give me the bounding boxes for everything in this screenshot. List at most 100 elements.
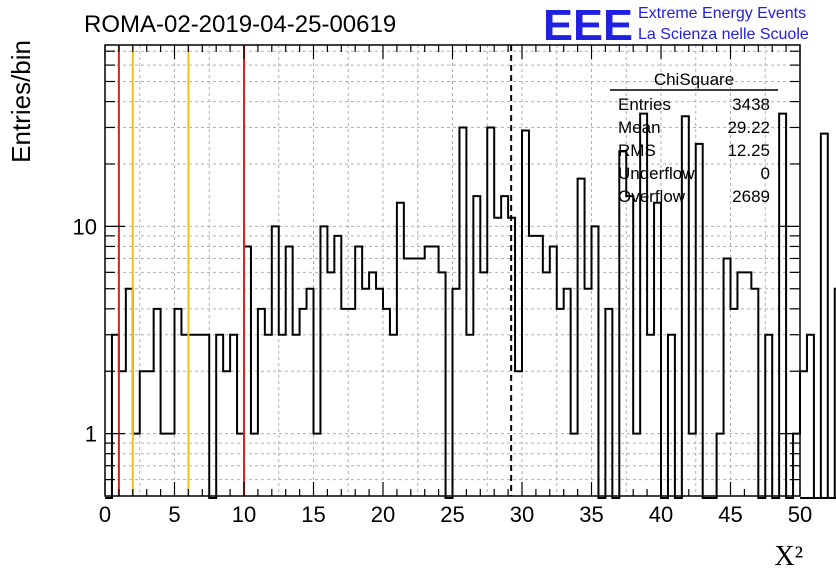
- x-tick-label: 10: [232, 502, 256, 527]
- x-tick-label: 50: [788, 502, 812, 527]
- histogram-bin: [731, 309, 734, 496]
- histogram-bin: [564, 289, 567, 496]
- histogram-bin: [348, 309, 351, 496]
- histogram-bin: [140, 371, 143, 496]
- histogram-bin: [585, 289, 588, 496]
- y-axis-label: Entries/bin: [6, 40, 36, 163]
- histogram-bin: [334, 236, 337, 496]
- y-tick-label: 10: [73, 214, 97, 239]
- x-tick-label: 15: [301, 502, 325, 527]
- stats-label: Overflow: [618, 187, 686, 206]
- chart-title: ROMA-02-2019-04-25-00619: [84, 11, 396, 38]
- histogram-bin: [807, 335, 810, 496]
- x-tick-label: 30: [510, 502, 534, 527]
- histogram-bin: [821, 134, 824, 496]
- histogram-bin: [543, 272, 546, 496]
- histogram-bin: [592, 226, 595, 496]
- histogram-bin: [529, 236, 532, 496]
- histogram-bin: [522, 131, 525, 496]
- histogram-bin: [355, 246, 358, 496]
- histogram-bin: [147, 371, 150, 496]
- histogram-bin: [376, 289, 379, 496]
- histogram-bin: [668, 335, 671, 496]
- histogram-bin: [265, 335, 268, 496]
- stats-value: 29.22: [727, 118, 770, 137]
- x-axis: 0 5 10 15 20 25 30 35 40 45 50: [99, 45, 812, 527]
- histogram-bin: [202, 335, 205, 496]
- histogram-bin: [411, 258, 414, 496]
- histogram-bin: [112, 335, 115, 496]
- histogram-bin: [439, 272, 442, 496]
- x-tick-label: 35: [579, 502, 603, 527]
- histogram-bin: [571, 434, 574, 496]
- stats-label: Entries: [618, 95, 671, 114]
- x-tick-label: 20: [371, 502, 395, 527]
- histogram-bin: [286, 246, 289, 496]
- histogram-bin: [744, 272, 747, 496]
- histogram-bin: [689, 434, 692, 496]
- histogram-bin: [432, 246, 435, 496]
- histogram-bin: [654, 203, 657, 496]
- histogram-bin: [717, 434, 720, 496]
- x-tick-label: 25: [440, 502, 464, 527]
- histogram-bin: [737, 272, 740, 496]
- histogram-bin: [578, 179, 581, 496]
- histogram-bin: [154, 309, 157, 496]
- histogram-bin: [307, 289, 310, 496]
- x-tick-label: 5: [168, 502, 180, 527]
- histogram-bin: [369, 272, 372, 496]
- histogram-bin: [383, 309, 386, 496]
- histogram-bin: [633, 434, 636, 496]
- histogram-bin: [779, 114, 782, 496]
- histogram-bin: [195, 335, 198, 496]
- histogram-bin: [300, 309, 303, 496]
- histogram-bin: [536, 236, 539, 496]
- histogram-bin: [258, 309, 261, 496]
- histogram-bin: [175, 309, 178, 496]
- x-axis-label: X²: [774, 541, 803, 572]
- histogram-bin: [647, 335, 650, 496]
- histogram-bin: [453, 289, 456, 496]
- stats-label: Underflow: [618, 164, 695, 183]
- histogram-bin: [466, 335, 469, 496]
- histogram-bin: [237, 434, 240, 496]
- histogram-bin: [272, 226, 275, 496]
- histogram-bin: [724, 258, 727, 496]
- eee-logo-mark: EEE: [543, 1, 633, 50]
- x-tick-label: 0: [99, 502, 111, 527]
- histogram-bin: [161, 434, 164, 496]
- eee-logo-line1: Extreme Energy Events: [638, 5, 806, 22]
- y-tick-label: 1: [85, 422, 97, 447]
- stats-value: 2689: [732, 187, 770, 206]
- histogram-bin: [230, 335, 233, 496]
- stats-box: ChiSquare Entries 3438 Mean 29.22 RMS 12.25 Un…: [610, 70, 778, 206]
- histogram-bin: [126, 289, 129, 496]
- histogram-bin: [397, 203, 400, 496]
- histogram-bin: [320, 226, 323, 496]
- histogram-bin: [487, 127, 490, 496]
- histogram-bin: [279, 335, 282, 496]
- histogram-bin: [626, 196, 629, 496]
- stats-label: RMS: [618, 141, 656, 160]
- histogram-bin: [425, 246, 428, 496]
- histogram-bin: [341, 309, 344, 496]
- histogram-bin: [362, 289, 365, 496]
- histogram-bin: [515, 371, 518, 496]
- histogram-bin: [168, 434, 171, 496]
- x-tick-label: 45: [718, 502, 742, 527]
- histogram-bin: [494, 218, 497, 496]
- histogram-bin: [390, 335, 393, 496]
- histogram-bin: [473, 196, 476, 496]
- histogram-bin: [550, 246, 553, 496]
- histogram-bin: [181, 335, 184, 496]
- eee-logo-line2: La Scienza nelle Scuole: [638, 26, 809, 43]
- stats-title: ChiSquare: [654, 70, 734, 89]
- histogram-bin: [696, 144, 699, 496]
- reference-lines: [117, 45, 513, 496]
- y-axis: 1 10: [73, 50, 800, 481]
- histogram-bin: [765, 335, 768, 496]
- stats-label: Mean: [618, 118, 661, 137]
- histogram-bin: [605, 309, 608, 496]
- histogram-bin: [751, 289, 754, 496]
